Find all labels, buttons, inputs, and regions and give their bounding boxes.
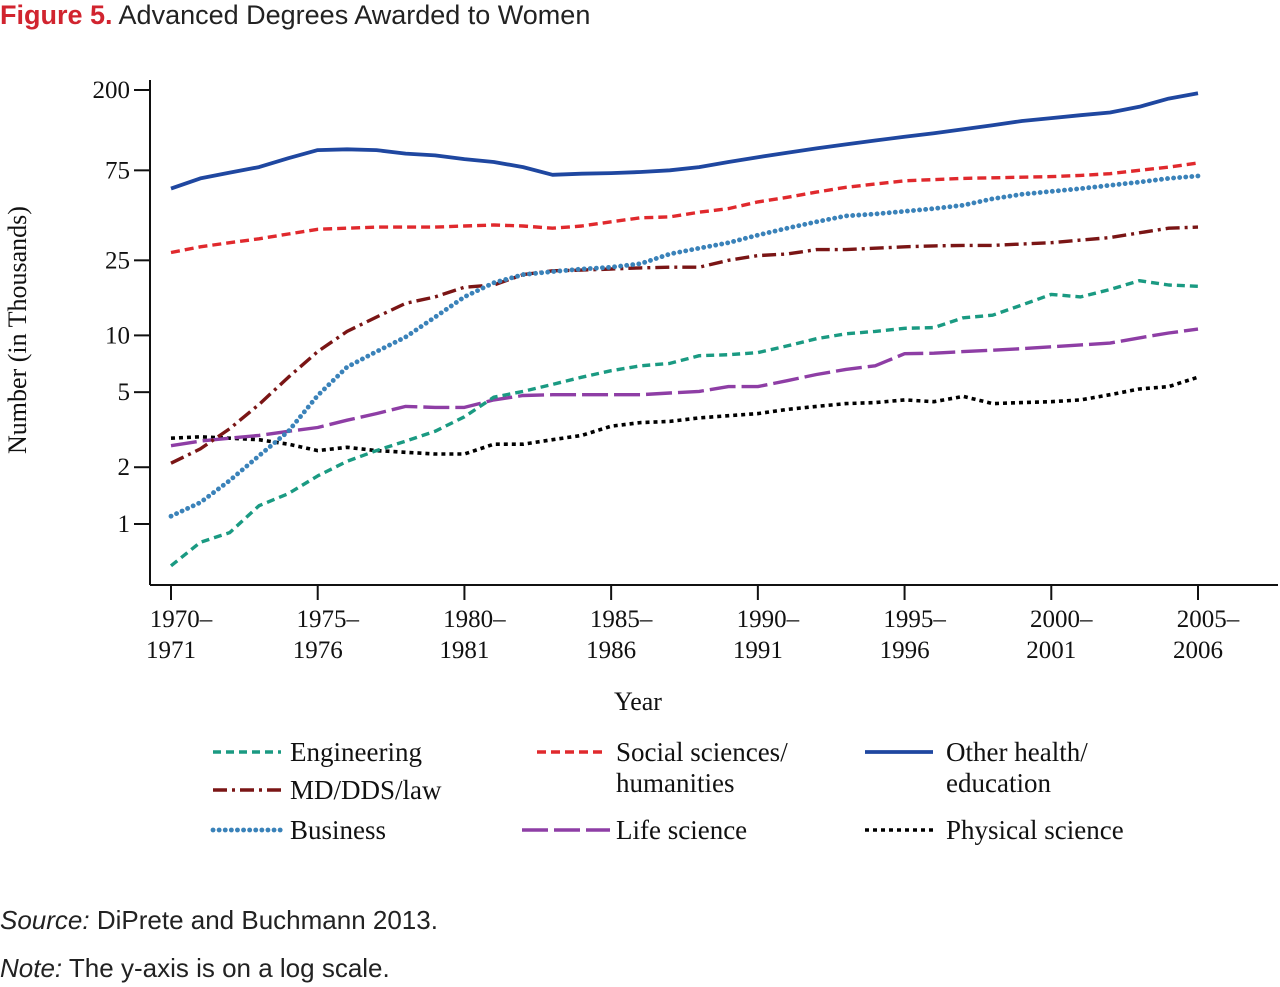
y-axis-title: Number (in Thousands)	[3, 206, 32, 454]
legend-label-social-sciences: Social sciences/humanities	[616, 737, 788, 798]
x-axis-title: Year	[614, 687, 662, 716]
x-tick-label: 1970– 1971	[146, 606, 213, 664]
y-tick-label: 200	[93, 77, 131, 104]
source-label: Source:	[0, 905, 90, 935]
note-text: The y-axis is on a log scale.	[68, 953, 390, 983]
x-tick-label: 1985– 1986	[586, 606, 653, 664]
x-tick-label: 2005– 2006	[1173, 606, 1240, 664]
x-tick-label: 1975– 1976	[293, 606, 360, 664]
y-tick-label: 75	[105, 157, 130, 184]
series-line-life-science	[170, 327, 1199, 448]
legend-label-other-health: Other health/education	[946, 737, 1088, 798]
y-tick-label: 1	[118, 511, 131, 538]
figure-label: Figure 5.	[0, 0, 113, 30]
y-tick-label: 25	[105, 247, 130, 274]
legend-label-md-dds-law: MD/DDS/law	[290, 775, 442, 805]
figure-title: Figure 5. Advanced Degrees Awarded to Wo…	[0, 0, 590, 31]
chart-series	[168, 91, 1201, 568]
note-label: Note:	[0, 953, 63, 983]
source-line: Source: DiPrete and Buchmann 2013.	[0, 905, 438, 936]
chart-axes	[149, 80, 1278, 586]
source-text: DiPrete and Buchmann 2013.	[96, 905, 438, 935]
series-line-engineering	[169, 279, 1199, 568]
series-line-social-sciences	[170, 161, 1199, 255]
series-line-other-health	[170, 91, 1199, 191]
series-line-md-dds-law	[170, 225, 1199, 465]
figure-title-text: Advanced Degrees Awarded to Women	[118, 0, 591, 30]
y-tick-label: 10	[105, 322, 130, 349]
y-tick-label: 2	[118, 454, 131, 481]
chart-legend: Engineering MD/DDS/law Business Social scie…	[210, 737, 1124, 845]
x-tick-label: 1990– 1991	[733, 606, 800, 664]
x-tick-label: 1995– 1996	[880, 606, 947, 664]
x-tick-label: 2000– 2001	[1026, 606, 1093, 664]
legend-label-life-science: Life science	[616, 815, 747, 845]
series-line-business	[168, 173, 1201, 519]
legend-label-physical-science: Physical science	[946, 815, 1124, 845]
note-line: Note: The y-axis is on a log scale.	[0, 953, 390, 984]
x-tick-label: 1980– 1981	[439, 606, 506, 664]
y-tick-label: 5	[118, 379, 131, 406]
legend-label-engineering: Engineering	[290, 737, 422, 767]
legend-label-business: Business	[290, 815, 386, 845]
